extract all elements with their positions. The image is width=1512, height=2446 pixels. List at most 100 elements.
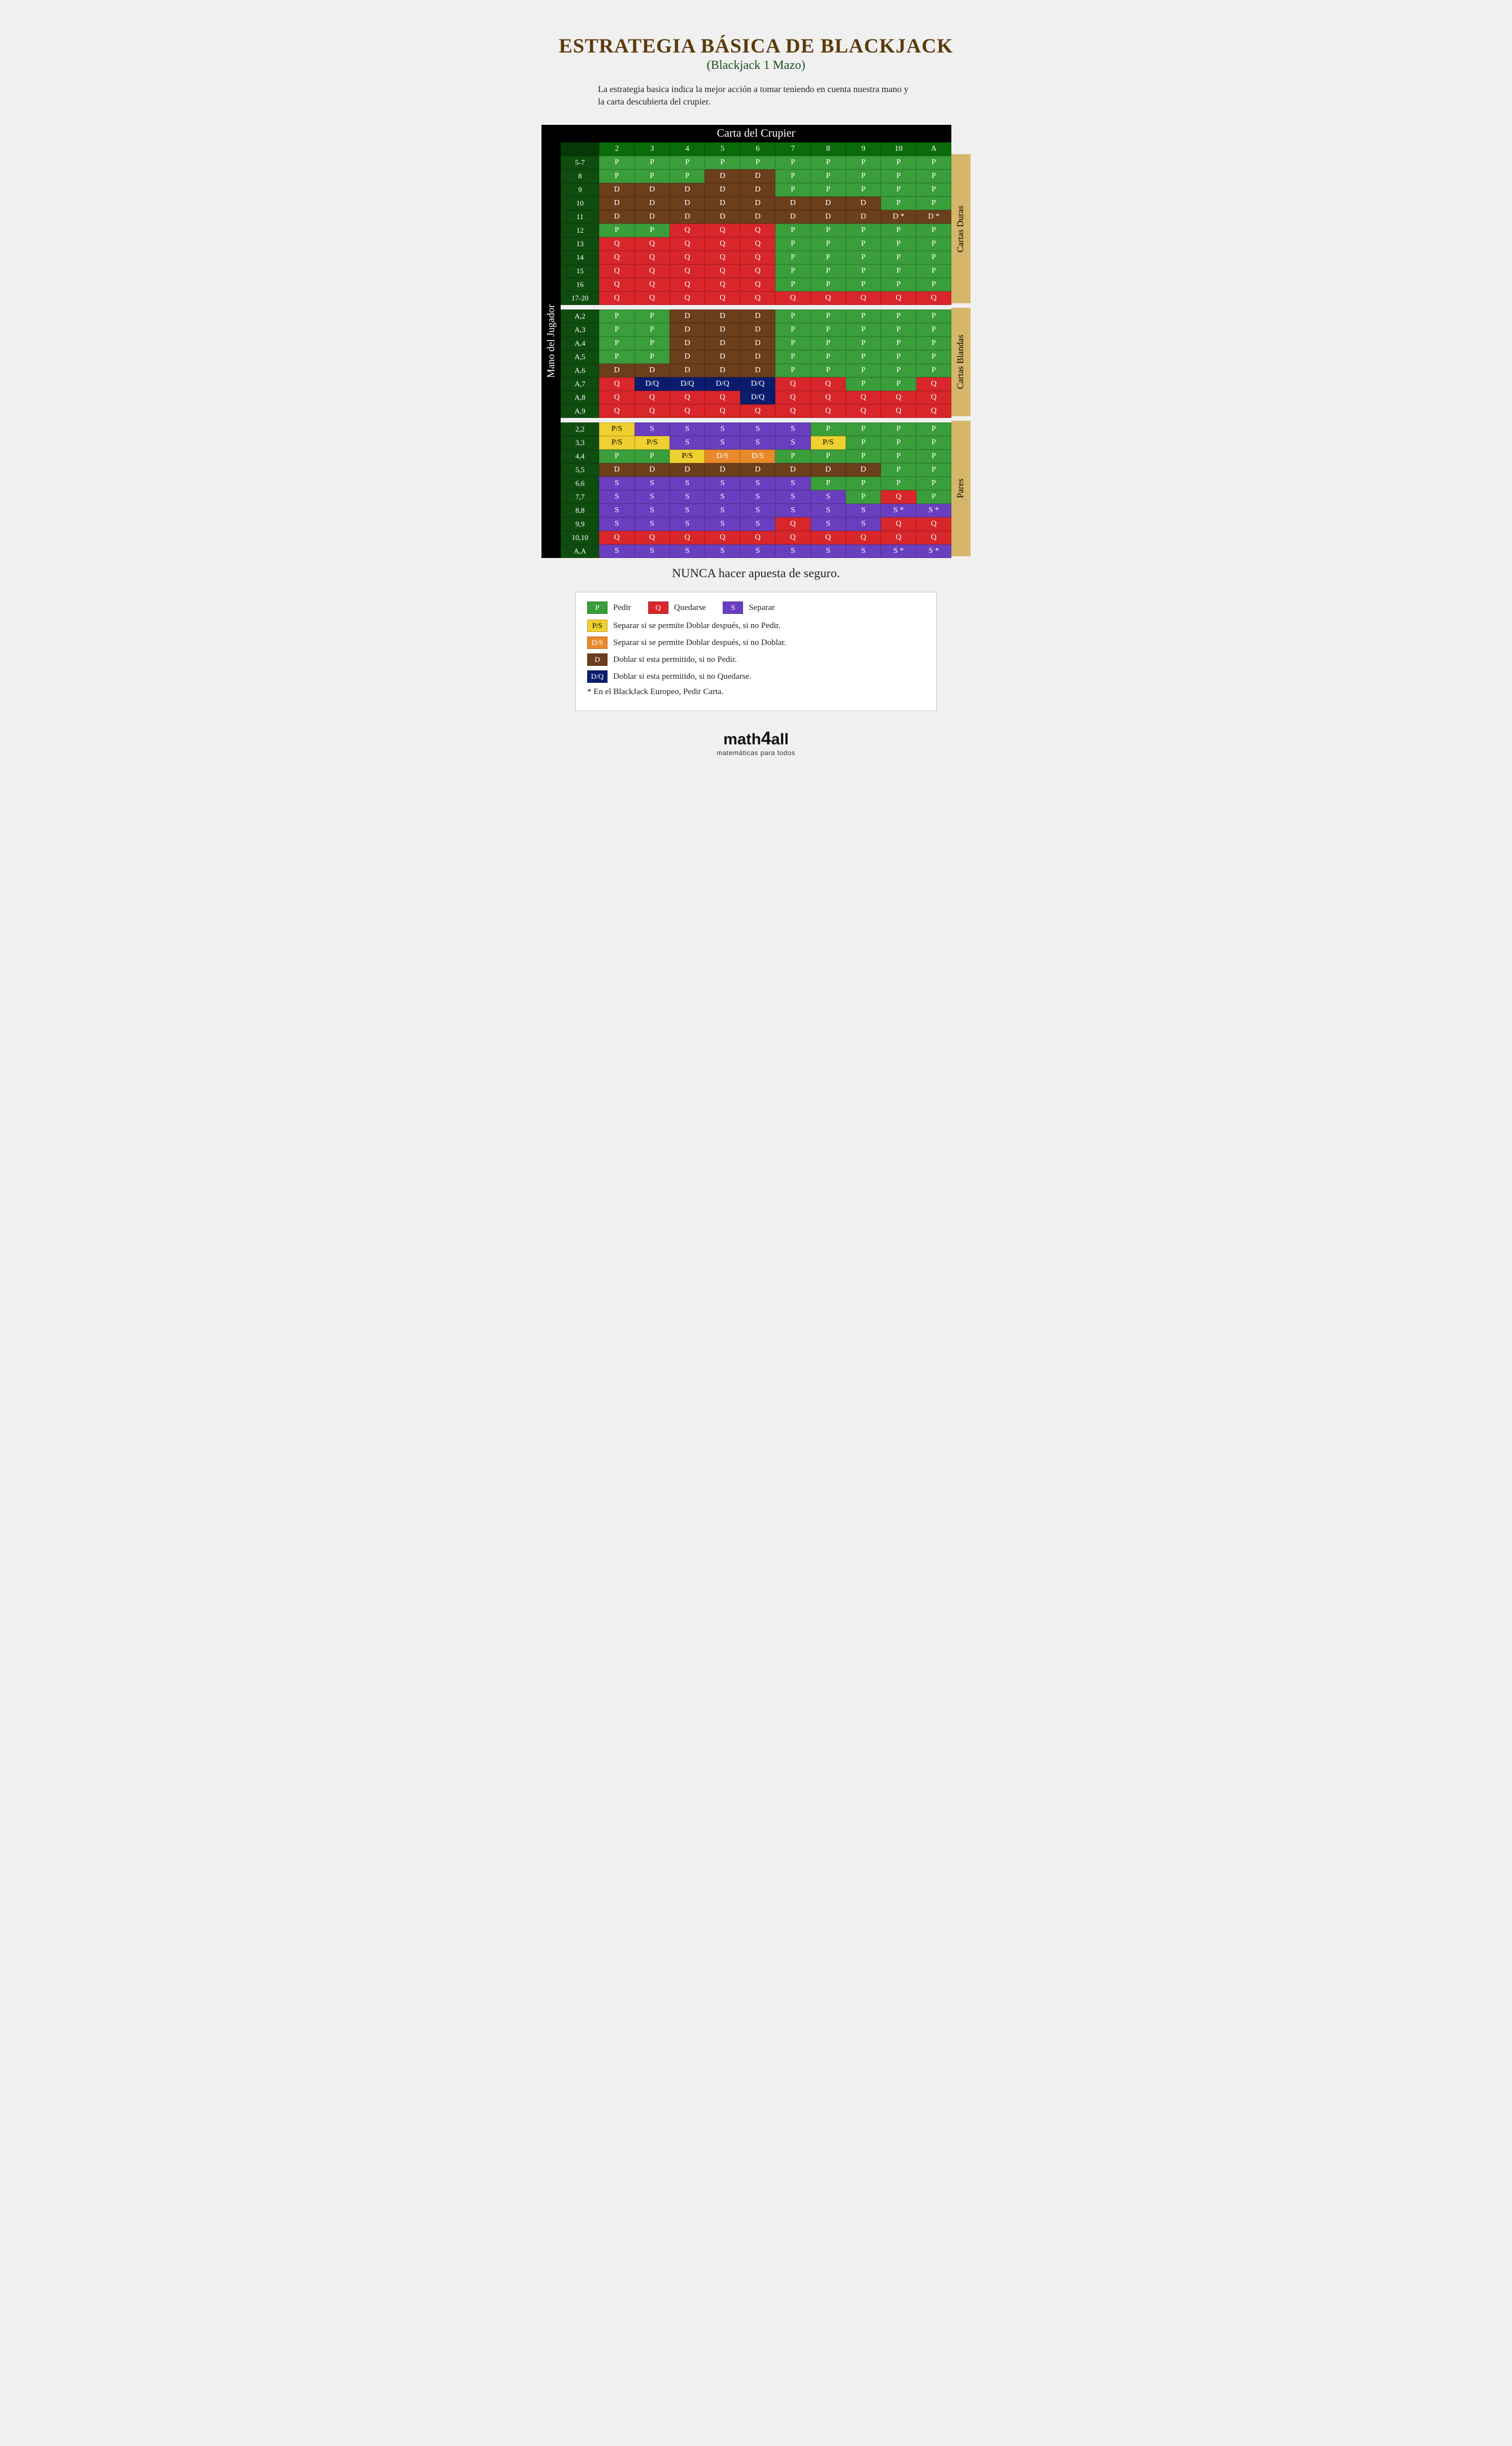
strategy-cell: P (846, 169, 881, 183)
strategy-cell: P (846, 450, 881, 463)
legend-swatch-p: P (587, 601, 608, 614)
strategy-cell: D (705, 197, 740, 210)
strategy-cell: Q (916, 404, 951, 418)
table-row: 4,4PPP/SD/SD/SPPPPP (561, 450, 951, 463)
strategy-cell: Q (670, 291, 705, 305)
strategy-cell: S (670, 504, 705, 517)
dealer-col-8: 8 (811, 142, 846, 156)
strategy-cell: S (740, 422, 775, 436)
strategy-cell: D (670, 350, 705, 364)
strategy-cell: P (846, 183, 881, 197)
strategy-cell: Q (916, 377, 951, 391)
description-text: La estrategia basica indica la mejor acc… (598, 84, 914, 108)
strategy-cell: D (599, 210, 634, 224)
strategy-cell: P (881, 183, 916, 197)
strategy-cell: S (775, 422, 810, 436)
strategy-cell: D (775, 463, 810, 477)
legend-label-s: Separar (749, 603, 775, 613)
strategy-cell: P (916, 309, 951, 323)
strategy-cell: D (670, 463, 705, 477)
strategy-cell: Q (740, 251, 775, 264)
row-label-5-7: 5-7 (561, 156, 599, 169)
strategy-cell: D (705, 364, 740, 377)
strategy-cell: Q (635, 251, 670, 264)
table-row: 5-7PPPPPPPPPP (561, 156, 951, 169)
strategy-cell: D (635, 197, 670, 210)
strategy-cell: S (705, 504, 740, 517)
table-row: 9,9SSSSSQSSQQ (561, 517, 951, 531)
strategy-cell: P (916, 169, 951, 183)
strategy-cell: P (846, 251, 881, 264)
strategy-cell: Q (740, 291, 775, 305)
row-label-4,4: 4,4 (561, 450, 599, 463)
strategy-cell: P (881, 264, 916, 278)
table-row: 7,7SSSSSSSPQP (561, 490, 951, 504)
table-row: 10DDDDDDDDPP (561, 197, 951, 210)
legend-label-dq: Doblar si esta permitido, si no Quedarse… (613, 672, 751, 682)
strategy-cell: P (881, 169, 916, 183)
strategy-cell: D (670, 364, 705, 377)
strategy-cell: S (705, 544, 740, 558)
table-row: 8PPPDDPPPPP (561, 169, 951, 183)
strategy-cell: S (670, 490, 705, 504)
strategy-cell: S (740, 436, 775, 450)
strategy-cell: D (740, 463, 775, 477)
strategy-cell: P (670, 156, 705, 169)
strategy-cell: Q (916, 517, 951, 531)
strategy-cell: Q (846, 404, 881, 418)
row-label-5,5: 5,5 (561, 463, 599, 477)
strategy-cell: P (916, 463, 951, 477)
strategy-cell: P (881, 350, 916, 364)
page-subtitle: (Blackjack 1 Mazo) (502, 58, 1010, 72)
row-label-9: 9 (561, 183, 599, 197)
strategy-cell: D (740, 309, 775, 323)
strategy-cell: D/Q (670, 377, 705, 391)
strategy-cell: D (705, 337, 740, 350)
strategy-cell: P (775, 278, 810, 291)
strategy-cell: P (599, 323, 634, 337)
strategy-cell: P (599, 156, 634, 169)
row-label-A,A: A,A (561, 544, 599, 558)
strategy-cell: Q (599, 531, 634, 544)
strategy-cell: P (916, 278, 951, 291)
strategy-cell: P (705, 156, 740, 169)
row-label-8: 8 (561, 169, 599, 183)
strategy-cell: D (811, 463, 846, 477)
strategy-cell: P (811, 251, 846, 264)
footer-note: NUNCA hacer apuesta de seguro. (502, 566, 1010, 581)
strategy-cell: P (916, 490, 951, 504)
strategy-cell: P (881, 377, 916, 391)
strategy-cell: D (635, 364, 670, 377)
strategy-cell: S (705, 517, 740, 531)
strategy-cell: D (670, 323, 705, 337)
dealer-col-A: A (916, 142, 951, 156)
section-label-section3: Pares (951, 421, 971, 556)
strategy-cell: P (599, 169, 634, 183)
strategy-cell: Q (775, 291, 810, 305)
strategy-cell: P (846, 337, 881, 350)
strategy-cell: Q (670, 237, 705, 251)
strategy-cell: D (740, 169, 775, 183)
strategy-cell: D/Q (740, 377, 775, 391)
row-label-A,5: A,5 (561, 350, 599, 364)
strategy-cell: Q (670, 531, 705, 544)
strategy-cell: Q (599, 264, 634, 278)
strategy-cell: D (846, 463, 881, 477)
strategy-cell: P (635, 224, 670, 237)
strategy-cell: P (846, 309, 881, 323)
strategy-cell: Q (670, 404, 705, 418)
strategy-cell: Q (775, 404, 810, 418)
strategy-cell: D (705, 183, 740, 197)
strategy-cell: D (599, 463, 634, 477)
strategy-cell: P (811, 323, 846, 337)
strategy-cell: Q (635, 404, 670, 418)
strategy-cell: P (881, 237, 916, 251)
row-label-14: 14 (561, 251, 599, 264)
table-row: 13QQQQQPPPPP (561, 237, 951, 251)
strategy-cell: P (635, 350, 670, 364)
row-label-16: 16 (561, 278, 599, 291)
dealer-col-7: 7 (775, 142, 810, 156)
strategy-cell: Q (740, 531, 775, 544)
strategy-cell: D (740, 197, 775, 210)
strategy-cell: P (881, 463, 916, 477)
